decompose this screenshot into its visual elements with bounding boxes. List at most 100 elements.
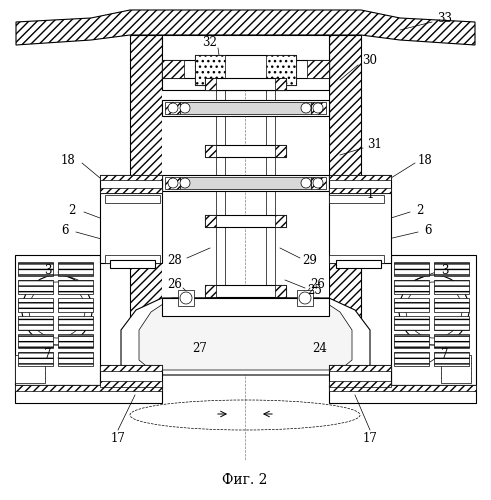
- Text: 29: 29: [302, 254, 318, 266]
- Bar: [58, 280, 93, 294]
- Bar: [329, 385, 476, 391]
- Circle shape: [313, 178, 323, 188]
- Polygon shape: [139, 298, 352, 370]
- Bar: [15, 385, 162, 403]
- Bar: [18, 334, 53, 348]
- Circle shape: [406, 282, 462, 338]
- Bar: [15, 385, 162, 391]
- Bar: [434, 298, 469, 312]
- Bar: [297, 290, 313, 306]
- Bar: [100, 175, 162, 180]
- Bar: [329, 175, 391, 180]
- Bar: [58, 262, 93, 276]
- Bar: [100, 365, 162, 371]
- Circle shape: [168, 178, 178, 188]
- Text: 31: 31: [368, 138, 382, 151]
- Bar: [329, 195, 384, 203]
- Bar: [15, 355, 45, 383]
- Bar: [329, 193, 391, 263]
- Bar: [58, 298, 93, 312]
- Text: 7: 7: [44, 348, 52, 362]
- Circle shape: [29, 282, 85, 338]
- Bar: [165, 102, 180, 114]
- Bar: [205, 78, 286, 90]
- Bar: [18, 352, 53, 366]
- Bar: [205, 215, 286, 227]
- Bar: [100, 188, 162, 193]
- Bar: [162, 100, 329, 116]
- Circle shape: [301, 178, 311, 188]
- Circle shape: [22, 275, 92, 345]
- Bar: [130, 35, 162, 365]
- Bar: [275, 285, 286, 297]
- Bar: [165, 177, 180, 189]
- Bar: [205, 285, 216, 297]
- Bar: [329, 255, 384, 263]
- Bar: [336, 260, 381, 268]
- Circle shape: [180, 178, 190, 188]
- Bar: [329, 381, 391, 387]
- Bar: [329, 175, 391, 193]
- Text: 1: 1: [366, 188, 374, 202]
- Bar: [100, 193, 162, 263]
- Bar: [18, 298, 53, 312]
- Bar: [58, 334, 93, 348]
- Text: 6: 6: [61, 224, 69, 236]
- Bar: [394, 352, 429, 366]
- Text: 18: 18: [60, 154, 76, 166]
- Bar: [391, 255, 476, 385]
- Bar: [311, 177, 326, 189]
- Bar: [329, 188, 391, 193]
- Bar: [100, 175, 162, 193]
- Bar: [329, 365, 391, 387]
- Text: 3: 3: [44, 264, 52, 276]
- Bar: [58, 352, 93, 366]
- Bar: [180, 102, 311, 114]
- Bar: [275, 78, 286, 90]
- Bar: [105, 255, 160, 263]
- Text: 33: 33: [437, 12, 453, 24]
- Bar: [105, 195, 160, 203]
- Circle shape: [399, 275, 469, 345]
- Bar: [329, 385, 476, 403]
- Text: 27: 27: [192, 342, 207, 354]
- Bar: [394, 316, 429, 330]
- Bar: [15, 255, 100, 385]
- Bar: [162, 35, 329, 90]
- Bar: [266, 55, 296, 85]
- Bar: [180, 177, 311, 189]
- Circle shape: [313, 103, 323, 113]
- Bar: [394, 334, 429, 348]
- Bar: [162, 60, 184, 78]
- Text: 25: 25: [307, 284, 323, 296]
- Bar: [100, 365, 162, 387]
- Bar: [434, 316, 469, 330]
- Text: Фиг. 2: Фиг. 2: [222, 473, 268, 487]
- Bar: [394, 280, 429, 294]
- Bar: [329, 365, 391, 371]
- Text: 18: 18: [418, 154, 433, 166]
- Text: 28: 28: [167, 254, 182, 266]
- Bar: [178, 290, 194, 306]
- Polygon shape: [16, 10, 475, 45]
- Bar: [18, 262, 53, 276]
- Bar: [18, 316, 53, 330]
- Circle shape: [180, 103, 190, 113]
- Bar: [195, 55, 296, 85]
- Bar: [311, 102, 326, 114]
- Bar: [434, 262, 469, 276]
- Text: 26: 26: [167, 278, 183, 291]
- Bar: [329, 35, 361, 365]
- Text: 2: 2: [416, 204, 424, 216]
- Circle shape: [180, 292, 192, 304]
- Bar: [18, 280, 53, 294]
- Text: 3: 3: [441, 264, 449, 276]
- Bar: [162, 60, 329, 78]
- Text: 7: 7: [441, 348, 449, 362]
- Text: 26: 26: [311, 278, 326, 291]
- Polygon shape: [121, 298, 370, 375]
- Bar: [434, 334, 469, 348]
- Bar: [394, 298, 429, 312]
- Bar: [205, 145, 216, 157]
- Bar: [110, 260, 155, 268]
